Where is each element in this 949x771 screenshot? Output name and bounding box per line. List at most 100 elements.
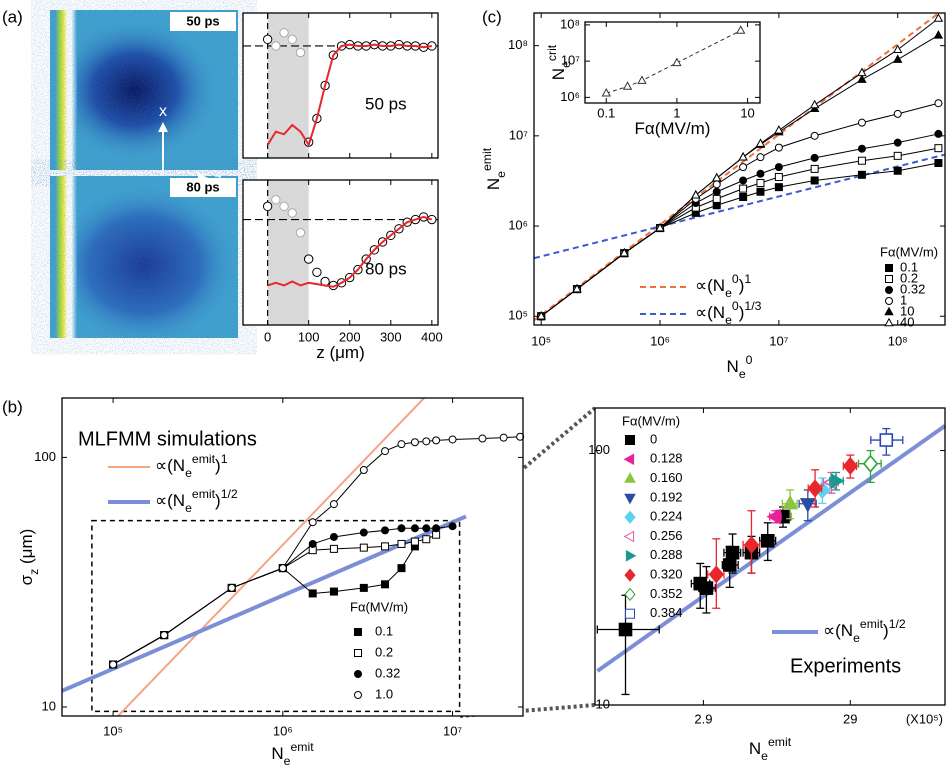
y-tick-label: 10⁸: [560, 16, 580, 31]
marker: [775, 164, 782, 171]
y-tick-label: 100: [588, 442, 610, 457]
marker: [858, 171, 865, 178]
marker: [775, 173, 782, 180]
legend-label: 0.224: [650, 509, 683, 524]
marker: [330, 588, 337, 595]
legend-label: 0: [650, 431, 657, 446]
marker: [382, 527, 389, 534]
marker: [713, 181, 720, 188]
marker: [288, 35, 296, 43]
marker: [935, 130, 942, 137]
marker: [433, 437, 440, 444]
legend-label: 0.192: [650, 489, 683, 504]
marker: [894, 139, 901, 146]
marker: [272, 42, 280, 50]
image-panel: 50 ps x: [50, 10, 238, 178]
legend-marker: [886, 298, 893, 305]
legend-label: 0.288: [650, 547, 683, 562]
marker: [272, 196, 280, 204]
x-axis-label: z (μm): [316, 343, 365, 362]
marker: [757, 154, 764, 161]
marker: [935, 159, 942, 166]
guide-legend-label-part: emit: [192, 487, 216, 501]
x-axis-label-part: emit: [290, 740, 314, 754]
x-axis-label-part: e: [761, 749, 768, 763]
marker: [360, 467, 367, 474]
y-axis-label-part: N: [549, 68, 568, 80]
marker: [740, 193, 747, 200]
marker: [449, 523, 456, 530]
x-tick-label: 10⁵: [103, 723, 123, 738]
legend-label: 0.160: [650, 470, 683, 485]
marker: [398, 565, 405, 572]
x-tick-label: 1: [673, 105, 680, 120]
x-tick-label: 100: [298, 329, 320, 344]
axis-arrow-label: z: [214, 171, 222, 188]
y-axis-label-part: crit: [545, 44, 559, 61]
marker: [398, 540, 405, 547]
marker: [775, 184, 782, 191]
marker: [757, 188, 764, 195]
guide-legend-label-part: 1: [221, 452, 228, 466]
marker: [479, 435, 486, 442]
marker: [740, 164, 747, 171]
guide-legend-label-part: emit: [192, 452, 216, 466]
legend-marker: [886, 287, 893, 294]
marker: [110, 661, 117, 668]
guide-legend-label-part: 1: [744, 272, 751, 286]
guide-legend-label-part: ∝(N: [695, 276, 725, 295]
legend-label: 0.2: [375, 644, 393, 659]
legend-marker: [886, 276, 893, 283]
annotation: 50 ps: [365, 94, 407, 113]
marker: [360, 529, 367, 536]
x-tick-label: 10⁷: [769, 333, 788, 348]
x-tick-label: 10⁷: [443, 723, 462, 738]
guide-legend-label-part: 1/2: [221, 487, 238, 501]
marker: [858, 119, 865, 126]
marker: [296, 229, 304, 237]
marker: [894, 167, 901, 174]
image-label: 50 ps: [186, 13, 219, 28]
y-axis-label: Neemit: [480, 147, 508, 190]
marker: [382, 448, 389, 455]
y-axis-label-part: e: [559, 61, 573, 68]
marker: [757, 180, 764, 187]
annotation: MLFMM simulations: [78, 428, 257, 450]
axis-arrow-label: x: [159, 103, 167, 120]
marker: [935, 100, 942, 107]
guide-legend-label-part: 1/3: [744, 299, 761, 313]
marker: [423, 536, 430, 543]
y-tick-label: 10⁵: [508, 308, 528, 323]
y-tick-label: 10: [596, 696, 610, 711]
legend-label: 40: [900, 314, 914, 329]
x-axis-label: Fα(MV/m): [635, 119, 711, 138]
marker: [894, 110, 901, 117]
marker: [309, 519, 316, 526]
guide-legend-label-part: ∝(N: [155, 456, 185, 475]
x-axis-label-part: Fα(MV/m): [635, 119, 711, 138]
legend-label: 0.32: [375, 665, 400, 680]
marker: [762, 535, 774, 547]
marker: [398, 441, 405, 448]
x-tick-label: 400: [421, 329, 443, 344]
panel-label: (b): [2, 397, 23, 416]
figure: (a) (b) (c) 50 ps x 80 ps z 50 ps0100200…: [0, 0, 949, 771]
y-tick-label: 10⁶: [560, 89, 580, 104]
marker: [620, 624, 632, 636]
legend-marker: [626, 436, 635, 445]
guide-legend-label-part: emit: [860, 617, 884, 631]
marker: [500, 434, 507, 441]
marker: [330, 501, 337, 508]
legend-label: 0.256: [650, 528, 683, 543]
legend-marker: [626, 609, 635, 618]
marker: [423, 438, 430, 445]
marker: [330, 533, 337, 540]
x-tick-label: 0: [264, 329, 271, 344]
marker: [935, 145, 942, 152]
x-axis-label-part: emit: [768, 735, 792, 749]
x-axis-label-part: z (μm): [316, 343, 365, 362]
marker: [858, 157, 865, 164]
marker: [727, 547, 739, 559]
marker: [263, 35, 271, 43]
x-tick-label: 300: [380, 329, 402, 344]
